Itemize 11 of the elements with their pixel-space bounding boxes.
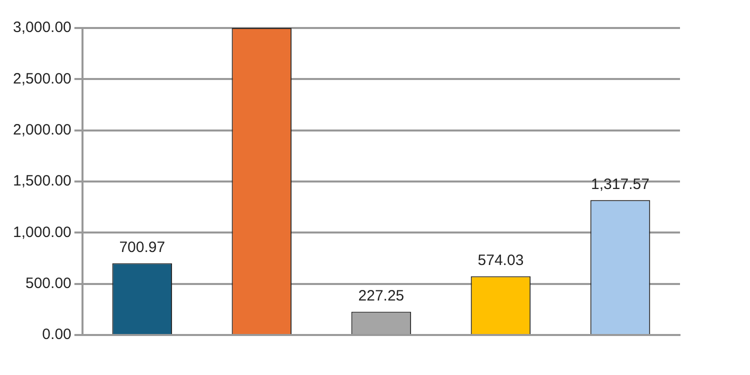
y-tick-label: 2,000.00 bbox=[13, 121, 72, 138]
data-label: 227.25 bbox=[358, 287, 404, 304]
y-tick-label: 500.00 bbox=[26, 274, 72, 292]
data-label: 1,317.57 bbox=[591, 176, 650, 193]
y-tick-label: 1,500.00 bbox=[13, 172, 72, 190]
data-label: 700.97 bbox=[119, 238, 166, 256]
y-tick-label: 0.00 bbox=[42, 326, 72, 344]
y-tick-label: 1,000.00 bbox=[13, 224, 72, 241]
y-tick-label: 3,000.00 bbox=[13, 19, 72, 36]
data-label: 574.03 bbox=[478, 252, 524, 269]
y-tick-label: 2,500.00 bbox=[13, 70, 72, 88]
